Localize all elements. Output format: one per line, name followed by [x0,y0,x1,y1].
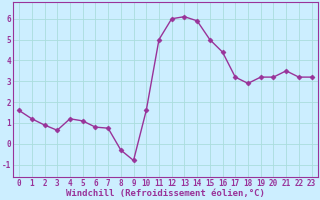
X-axis label: Windchill (Refroidissement éolien,°C): Windchill (Refroidissement éolien,°C) [66,189,265,198]
